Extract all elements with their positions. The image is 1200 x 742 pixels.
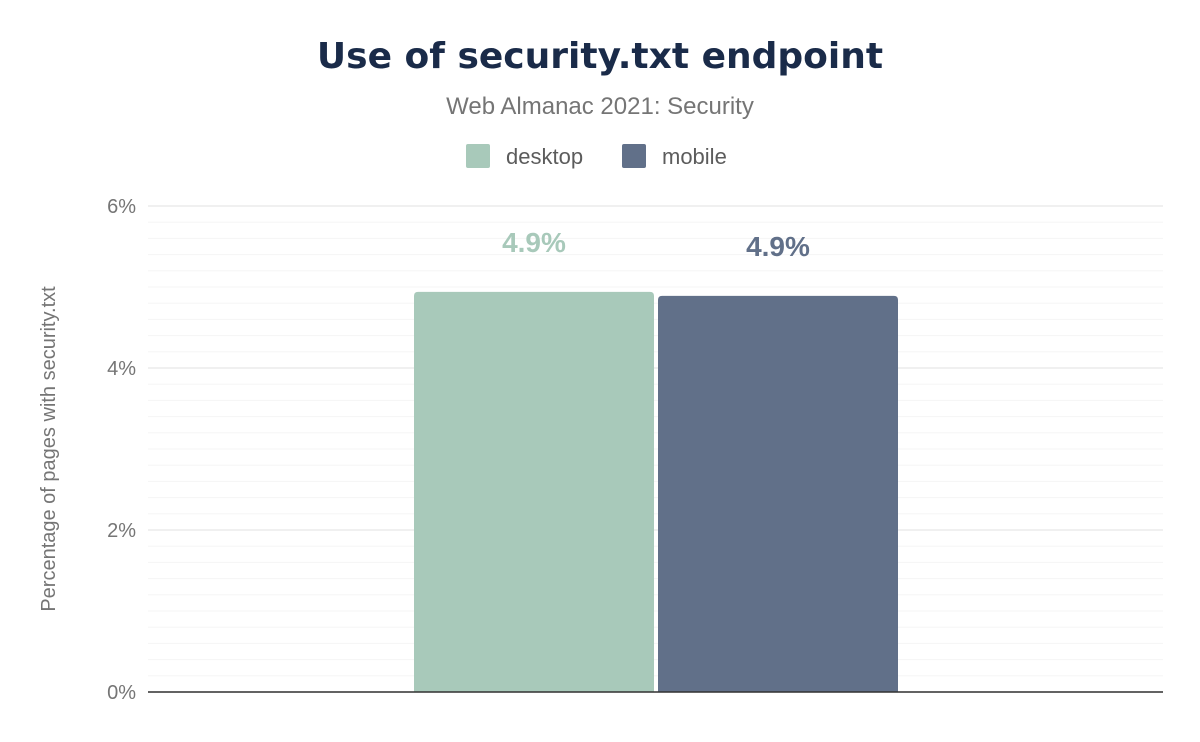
legend-label-desktop: desktop [506, 144, 583, 169]
chart-title: Use of security.txt endpoint [317, 36, 883, 77]
y-axis-label: Percentage of pages with security.txt [38, 286, 60, 612]
legend-label-mobile: mobile [662, 144, 727, 169]
legend: desktop mobile [466, 144, 727, 169]
bars: 4.9% 4.9% [414, 227, 898, 692]
legend-swatch-mobile [622, 144, 646, 168]
bar-mobile [658, 295, 898, 692]
y-tick-label: 2% [107, 520, 136, 542]
y-tick-label: 4% [107, 358, 136, 380]
data-label-desktop: 4.9% [502, 227, 566, 258]
y-tick-label: 6% [107, 196, 136, 218]
gridlines [148, 205, 1163, 693]
bar-desktop [414, 291, 654, 692]
legend-swatch-desktop [466, 144, 490, 168]
data-label-mobile: 4.9% [746, 231, 810, 262]
y-tick-label: 0% [107, 682, 136, 704]
chart-subtitle: Web Almanac 2021: Security [446, 93, 754, 120]
y-axis-ticks: 0% 2% 4% 6% [107, 196, 136, 704]
